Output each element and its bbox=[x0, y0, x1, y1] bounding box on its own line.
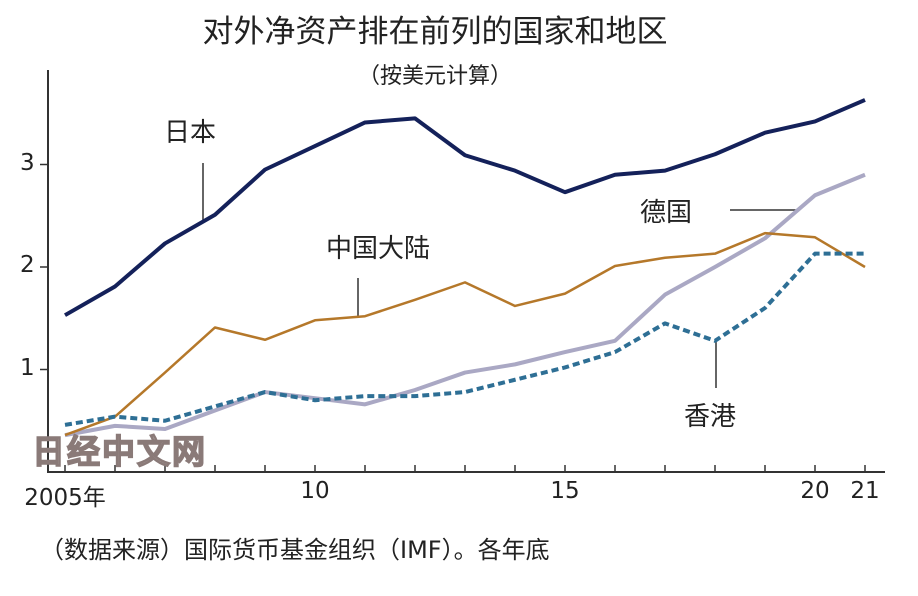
x-tick-label: 21 bbox=[850, 478, 880, 504]
watermark: 日经中文网 bbox=[31, 431, 207, 472]
y-tick-label: 2 bbox=[20, 252, 35, 278]
label-hongkong: 香港 bbox=[684, 402, 737, 432]
chart-title: 对外净资产排在前列的国家和地区 bbox=[202, 14, 668, 50]
x-tick-label: 15 bbox=[550, 478, 580, 504]
x-tick-label: 20 bbox=[800, 478, 830, 504]
y-tick-label: 3 bbox=[20, 149, 35, 176]
series-line-2 bbox=[64, 172, 866, 438]
chart-subtitle: （按美元计算） bbox=[357, 64, 512, 89]
series-line-1 bbox=[64, 231, 866, 437]
x-tick-label: 10 bbox=[300, 478, 330, 504]
source-note: （数据来源）国际货币基金组织（IMF）。各年底 bbox=[40, 536, 550, 564]
label-japan: 日本 bbox=[164, 118, 217, 148]
x-tick-label: 2005年 bbox=[24, 485, 106, 511]
y-tick-label: 1 bbox=[20, 354, 35, 381]
series-line-3 bbox=[64, 251, 865, 427]
label-germany: 德国 bbox=[640, 198, 693, 228]
label-china: 中国大陆 bbox=[326, 234, 431, 264]
